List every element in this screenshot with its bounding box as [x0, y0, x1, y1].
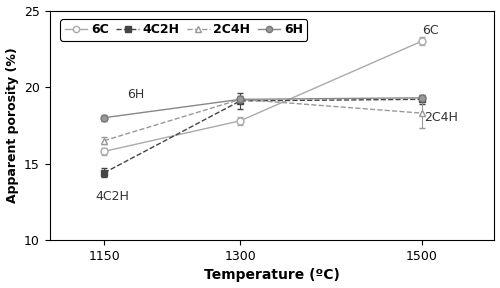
Text: 6C: 6C: [422, 24, 438, 37]
Text: 4C2H: 4C2H: [95, 190, 129, 203]
Legend: 6C, 4C2H, 2C4H, 6H: 6C, 4C2H, 2C4H, 6H: [60, 19, 308, 41]
Text: 2C4H: 2C4H: [424, 111, 458, 124]
Y-axis label: Apparent porosity (%): Apparent porosity (%): [6, 48, 18, 203]
X-axis label: Temperature (ºC): Temperature (ºC): [204, 268, 340, 283]
Text: 6H: 6H: [127, 88, 144, 101]
